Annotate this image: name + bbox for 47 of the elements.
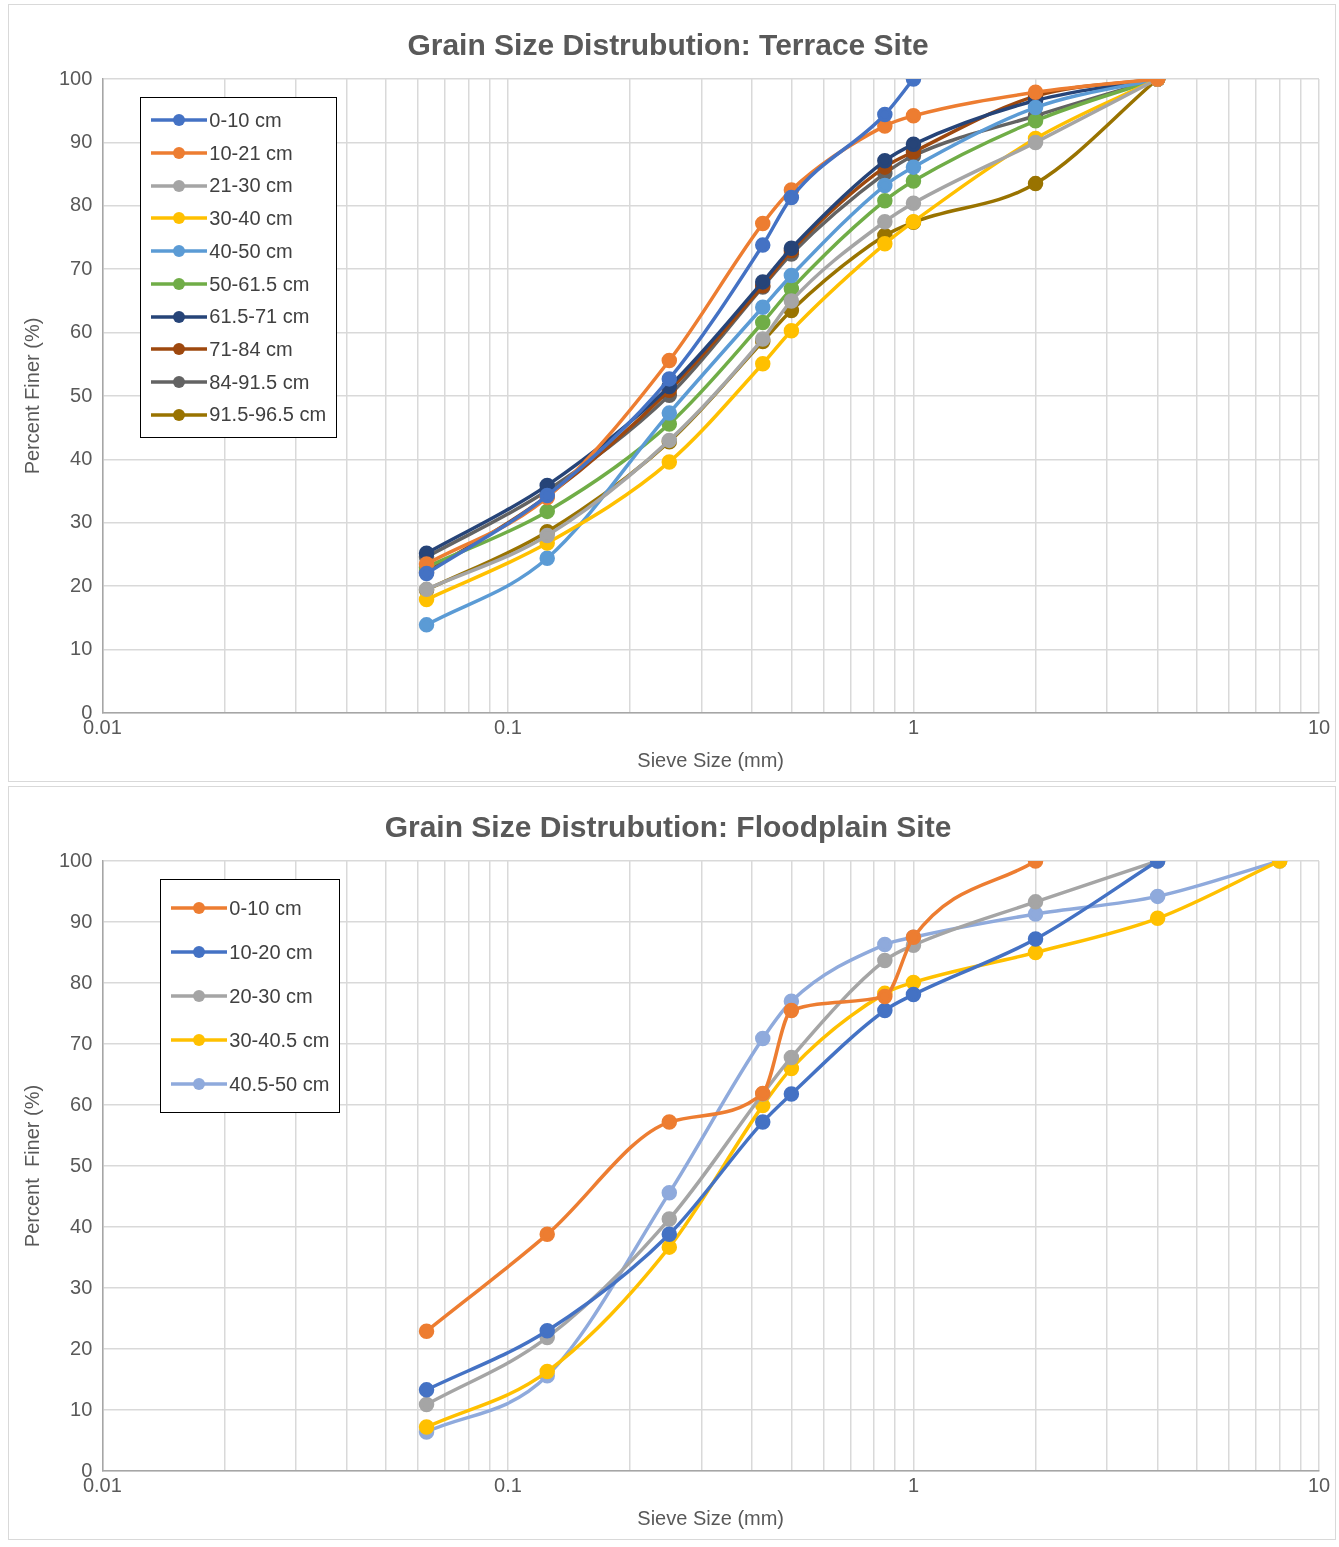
y-tick-label: 40 xyxy=(70,1214,93,1237)
legend-label: 30-40.5 cm xyxy=(229,1028,330,1053)
legend-label: 50-61.5 cm xyxy=(209,271,310,297)
y-axis-title: Percent Finer (%) xyxy=(20,317,43,475)
legend-label: 61.5-71 cm xyxy=(209,304,310,330)
x-tick-label: 10 xyxy=(1307,715,1331,738)
y-tick-label: 100 xyxy=(58,66,93,89)
y-tick-label: 20 xyxy=(70,573,93,596)
legend-label: 0-10 cm xyxy=(209,108,282,133)
x-axis-title: Sieve Size (mm) xyxy=(637,748,785,771)
y-tick-label: 90 xyxy=(70,129,93,152)
y-tick-label: 10 xyxy=(70,637,93,660)
legend-label: 30-40 cm xyxy=(209,206,293,232)
x-tick-label: 1 xyxy=(907,715,920,738)
legend-label: 40-50 cm xyxy=(209,238,293,264)
y-tick-label: 90 xyxy=(70,909,93,932)
chart-title: Grain Size Distrubution: Floodplain Site xyxy=(384,810,952,844)
y-tick-label: 70 xyxy=(70,256,93,279)
legend-label: 10-20 cm xyxy=(229,940,313,965)
y-tick-label: 40 xyxy=(70,446,93,469)
chart-title: Grain Size Distrubution: Terrace Site xyxy=(407,28,929,62)
y-tick-label: 100 xyxy=(58,848,93,871)
x-tick-label: 0.1 xyxy=(494,715,522,738)
legend-label: 0-10 cm xyxy=(229,896,302,921)
y-tick-label: 60 xyxy=(70,1092,93,1115)
y-axis-title: Percent Finer (%) xyxy=(20,1084,43,1248)
legend-label: 71-84 cm xyxy=(209,336,293,362)
y-tick-label: 50 xyxy=(70,1153,93,1176)
y-tick-label: 30 xyxy=(70,1275,93,1298)
y-tick-label: 20 xyxy=(70,1336,93,1359)
legend-label: 20-30 cm xyxy=(229,984,313,1009)
y-tick-label: 30 xyxy=(70,510,93,533)
legend-label: 91.5-96.5 cm xyxy=(209,402,327,428)
y-tick-label: 60 xyxy=(70,320,93,343)
y-tick-label: 50 xyxy=(70,383,93,406)
x-axis-title: Sieve Size (mm) xyxy=(637,1506,785,1529)
x-tick-label: 1 xyxy=(907,1473,920,1496)
legend-label: 40.5-50 cm xyxy=(229,1072,330,1097)
legend-label: 21-30 cm xyxy=(209,173,293,199)
legend-label: 10-21 cm xyxy=(209,140,293,166)
x-tick-label: 10 xyxy=(1307,1473,1331,1496)
y-tick-label: 80 xyxy=(70,970,93,993)
y-tick-label: 70 xyxy=(70,1031,93,1054)
y-tick-label: 80 xyxy=(70,193,93,216)
y-tick-label: 10 xyxy=(70,1397,93,1420)
legend-label: 84-91.5 cm xyxy=(209,369,310,395)
x-tick-label: 0.1 xyxy=(494,1473,522,1496)
